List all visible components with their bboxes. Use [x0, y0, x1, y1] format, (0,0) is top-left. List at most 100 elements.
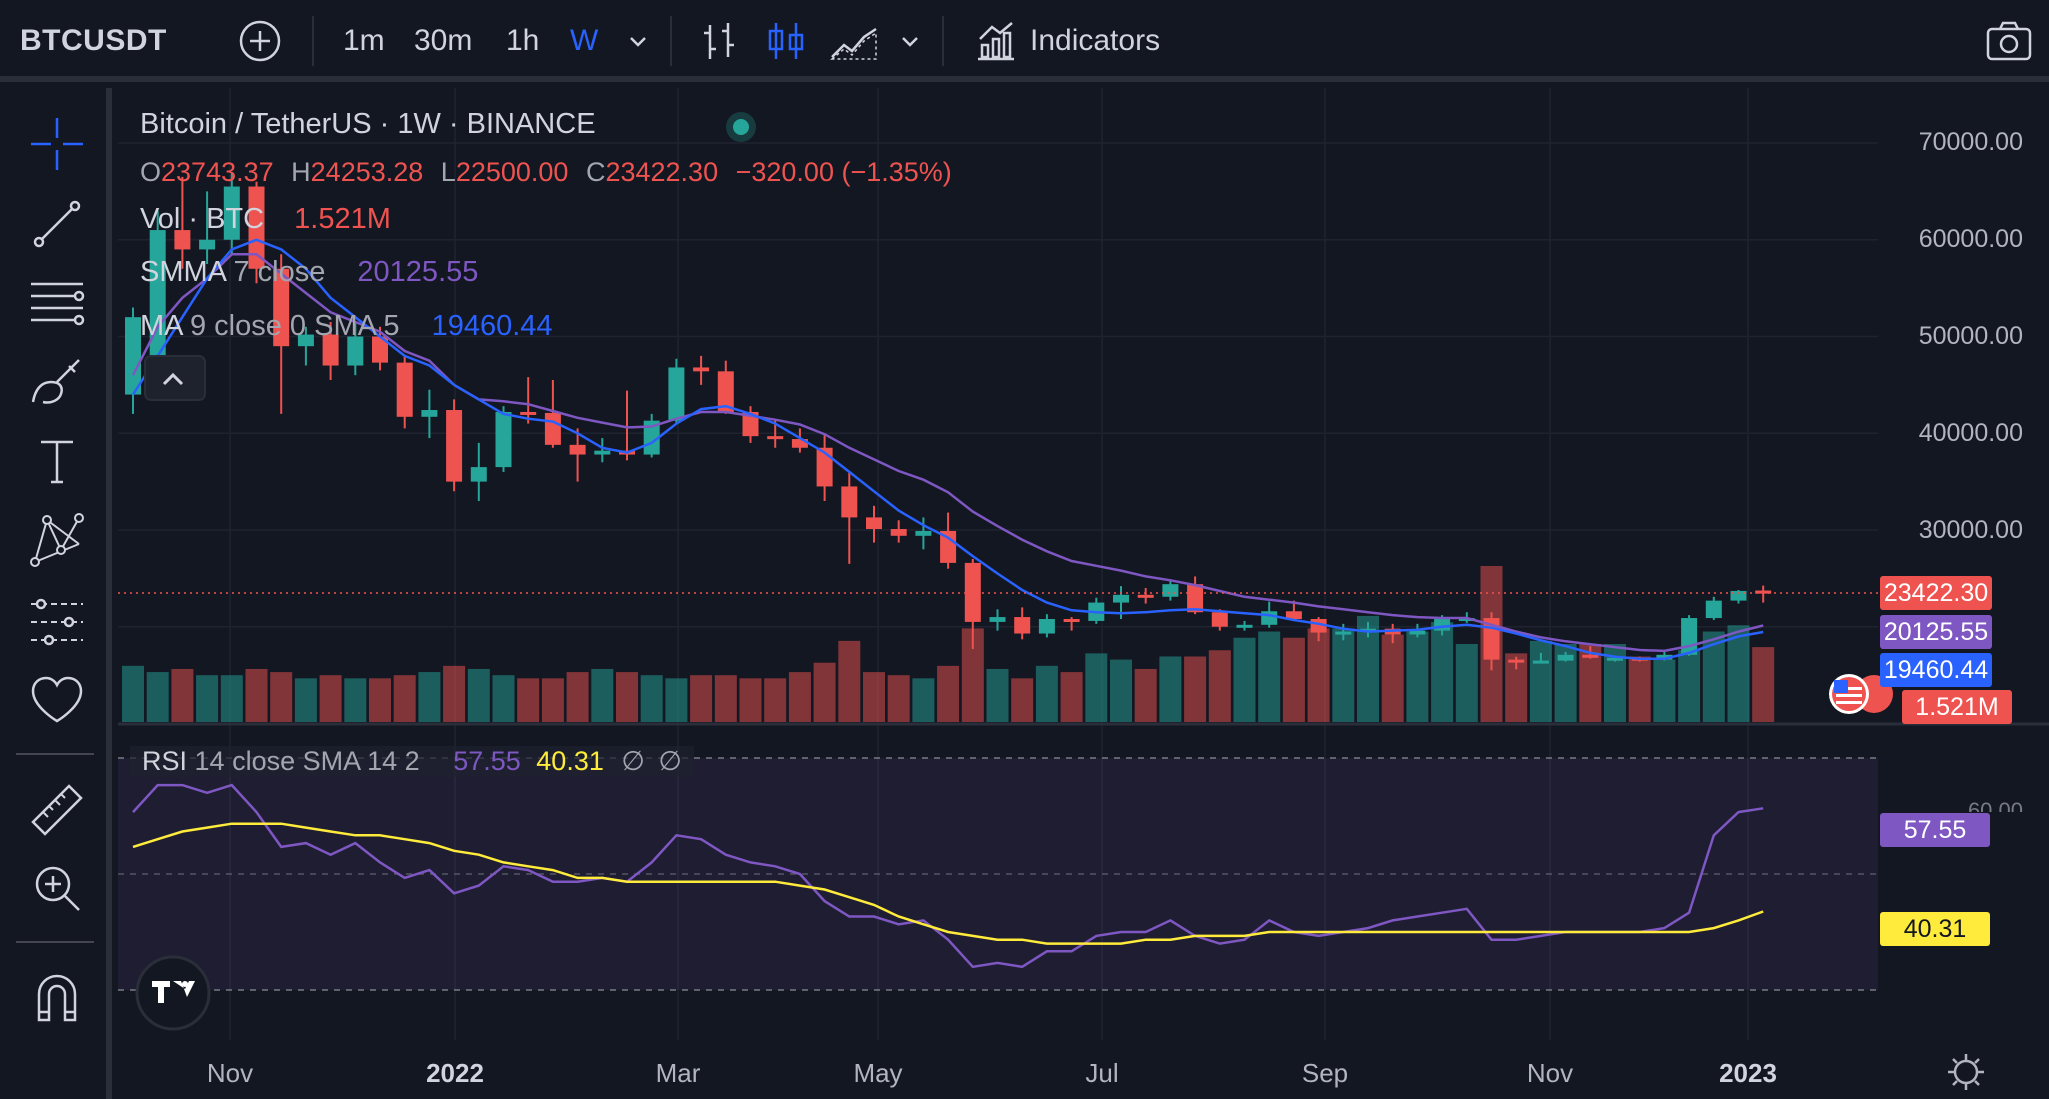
volume-bar [640, 675, 663, 722]
volume-bar [1357, 615, 1379, 722]
high-value: 24253.28 [310, 157, 424, 187]
smma-legend[interactable]: SMMA 7 close 20125.55 [140, 256, 478, 289]
volume-bar [961, 628, 984, 722]
volume-bar [220, 675, 243, 722]
compare-add-button[interactable] [238, 0, 282, 82]
chevron-up-icon [162, 372, 184, 386]
candle-body [1532, 660, 1549, 664]
measure-tool[interactable] [22, 780, 92, 840]
empty-value-1: ∅ [621, 746, 645, 776]
rsi-legend[interactable]: RSI 14 close SMA 14 2 57.55 40.31 ∅ ∅ [130, 746, 694, 777]
candle-body [372, 336, 388, 363]
candle [248, 181, 265, 284]
smma-value: 20125.55 [357, 256, 479, 288]
ma-params: 9 close 0 SMA 5 [189, 310, 400, 342]
chart-type-dropdown-button[interactable] [898, 0, 922, 82]
brush-tool[interactable] [22, 352, 92, 412]
candle [643, 413, 660, 458]
volume-bar [1035, 665, 1058, 722]
high-label: H [291, 157, 311, 187]
volume-bar [1579, 644, 1602, 722]
volume-bar [813, 662, 836, 722]
candle-body [742, 411, 759, 437]
chart-settings-button[interactable] [1948, 1054, 1984, 1090]
interval-30m[interactable]: 30m [414, 24, 473, 57]
interval-w[interactable]: W [570, 24, 599, 57]
trend-line-tool[interactable] [22, 194, 92, 254]
volume-bar [912, 678, 935, 722]
candle [989, 609, 1006, 631]
area-chart-button[interactable] [830, 0, 878, 82]
fib-retracement-tool[interactable] [22, 272, 92, 332]
candle-body [1285, 611, 1302, 620]
candle [1755, 585, 1772, 603]
magnet-tool[interactable] [22, 968, 92, 1028]
volume-bar [1653, 659, 1676, 722]
candle-body [1508, 659, 1525, 663]
candle-body [297, 334, 314, 347]
candle-body [791, 439, 808, 448]
candle [520, 377, 537, 424]
candle-body [1582, 654, 1599, 658]
favorites-tool[interactable] [22, 670, 92, 730]
candle-body [866, 517, 882, 530]
rsi-axis-label: 60.00 [1967, 798, 2023, 812]
snapshot-button[interactable] [1985, 0, 2033, 82]
candle-body [569, 444, 586, 455]
candles-icon [768, 23, 804, 59]
candle-body [1557, 654, 1574, 661]
indicators-button[interactable]: Indicators [976, 0, 1160, 82]
candle [1137, 588, 1154, 604]
volume-bar [541, 678, 564, 722]
candle-body [1162, 584, 1179, 597]
candle [1508, 656, 1525, 670]
interval-1h[interactable]: 1h [506, 24, 540, 57]
volume-bar [1431, 622, 1454, 722]
candle-body [1730, 590, 1747, 601]
rsi-params: 14 close SMA 14 2 [194, 746, 420, 776]
volume-bar [1060, 672, 1083, 722]
text-tool[interactable] [22, 432, 92, 492]
interval-1m[interactable]: 1m [343, 24, 385, 57]
smma-params: 7 close [233, 256, 326, 288]
volume-bar [838, 640, 861, 722]
volume-bar [1134, 668, 1157, 722]
candle-body [1211, 612, 1228, 627]
volume-bar [1258, 631, 1281, 722]
chevron-down-icon [902, 37, 918, 47]
ma-legend[interactable]: MA 9 close 0 SMA 5 19460.44 [140, 310, 553, 343]
candles-chart-button[interactable] [764, 0, 808, 82]
candle-body [1656, 654, 1673, 660]
empty-value-2: ∅ [658, 746, 682, 776]
ruler-icon [31, 784, 83, 836]
close-value: 23422.30 [605, 157, 719, 187]
candle-body [643, 420, 660, 455]
forecast-tool[interactable] [22, 592, 92, 652]
crosshair-tool[interactable] [22, 114, 92, 174]
tradingview-logo[interactable] [135, 955, 211, 1031]
candle-body [273, 268, 290, 347]
collapse-legend-button[interactable] [144, 355, 206, 401]
candle [1038, 614, 1055, 638]
candle [1211, 609, 1228, 631]
price-axis-label: 30000.00 [1918, 516, 2023, 544]
economic-event-flag[interactable] [1829, 674, 1893, 714]
symbol-search-button[interactable]: BTCUSDT [20, 24, 167, 57]
smma-label: SMMA [140, 256, 226, 288]
candle [890, 520, 907, 543]
pattern-tool[interactable] [22, 510, 92, 570]
interval-dropdown-button[interactable] [626, 0, 650, 82]
rsi-sma-value: 40.31 [536, 746, 604, 776]
candle [273, 254, 290, 414]
toolbar-divider [312, 16, 314, 66]
volume-bar [294, 678, 317, 722]
zoom-in-tool[interactable] [22, 858, 92, 918]
volume-label: Vol · BTC [140, 203, 265, 235]
pattern-icon [30, 513, 84, 567]
bar-chart-button[interactable] [698, 0, 742, 82]
volume-bar [418, 672, 441, 722]
volume-legend[interactable]: Vol · BTC 1.521M [140, 203, 391, 236]
candle [322, 321, 339, 381]
time-axis-label: Nov [206, 1058, 254, 1088]
